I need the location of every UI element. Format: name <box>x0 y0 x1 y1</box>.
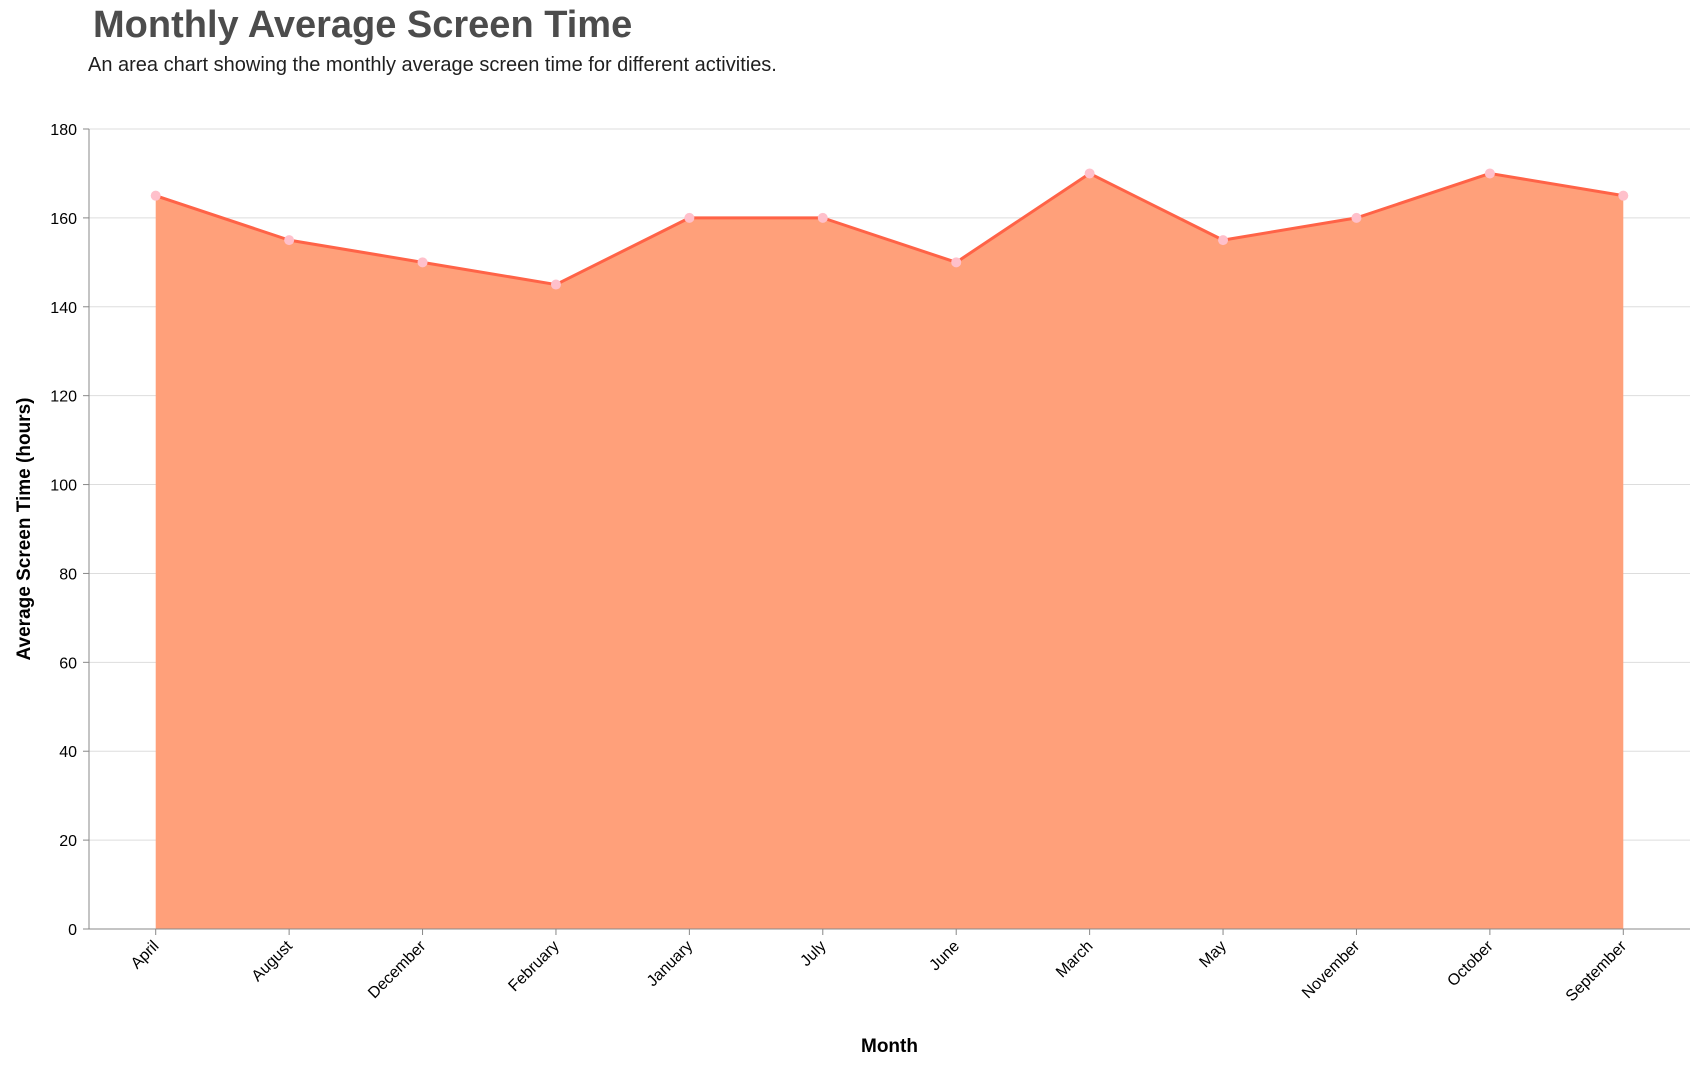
x-tick-label: April <box>128 938 163 973</box>
y-tick-label: 0 <box>68 922 77 939</box>
data-point <box>1084 168 1095 179</box>
x-tick-label: September <box>1563 937 1631 1005</box>
x-tick-label: February <box>505 938 562 995</box>
x-tick-label: May <box>1196 938 1229 971</box>
y-axis-title: Average Screen Time (hours) <box>14 398 35 661</box>
y-tick-label: 160 <box>50 211 77 228</box>
y-tick-label: 100 <box>50 478 77 495</box>
y-tick-label: 140 <box>50 300 77 317</box>
data-point <box>951 257 962 268</box>
data-point <box>684 212 695 223</box>
y-tick-label: 80 <box>59 566 77 583</box>
data-point <box>1618 190 1629 201</box>
x-tick-label: July <box>797 938 829 970</box>
data-point <box>817 212 828 223</box>
chart-title: Monthly Average Screen Time <box>93 4 633 46</box>
data-point <box>150 190 161 201</box>
data-point <box>550 279 561 290</box>
x-tick-label: June <box>926 938 963 975</box>
data-point <box>284 235 295 246</box>
area-fill <box>155 173 1624 929</box>
y-tick-label: 40 <box>59 744 77 761</box>
data-point <box>1351 212 1362 223</box>
data-point <box>1218 235 1229 246</box>
y-tick-label: 20 <box>59 833 77 850</box>
series-line <box>155 171 1624 287</box>
y-tick-label: 180 <box>50 122 77 139</box>
y-tick-label: 60 <box>59 655 77 672</box>
chart-subtitle: An area chart showing the monthly averag… <box>88 54 777 76</box>
x-tick-label: December <box>365 937 430 1002</box>
data-point <box>417 257 428 268</box>
x-tick-label: October <box>1444 937 1497 990</box>
x-tick-label: January <box>644 938 696 990</box>
x-tick-label: March <box>1053 938 1096 981</box>
x-tick-label: November <box>1299 937 1364 1002</box>
x-tick-label: August <box>249 937 297 985</box>
point-layer <box>150 168 1629 290</box>
y-tick-label: 120 <box>50 389 77 406</box>
x-axis-title: Month <box>861 1036 918 1057</box>
data-point <box>1484 168 1495 179</box>
area-layer <box>155 171 1624 929</box>
